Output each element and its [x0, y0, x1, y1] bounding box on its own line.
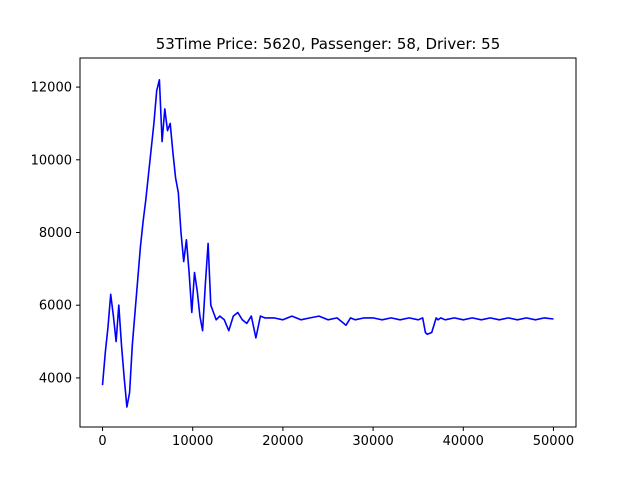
- y-tick-label: 10000: [31, 153, 72, 168]
- x-tick-label: 50000: [533, 434, 574, 449]
- x-tick-label: 20000: [262, 434, 303, 449]
- series-line-0: [101, 79, 554, 408]
- x-axis: 0 10000 20000 30000 40000 50000: [98, 427, 574, 449]
- y-axis: 4000 6000 8000 10000 12000: [31, 81, 80, 386]
- x-tick-label: 10000: [172, 434, 213, 449]
- chart-title: 53Time Price: 5620, Passenger: 58, Drive…: [156, 35, 501, 53]
- y-tick-label: 8000: [39, 226, 72, 241]
- axes-frame: [79, 57, 577, 428]
- x-tick-label: 0: [98, 434, 106, 449]
- y-tick-label: 6000: [39, 299, 72, 314]
- y-tick-label: 4000: [39, 371, 72, 386]
- y-tick-label: 12000: [31, 81, 72, 96]
- plot-area: [101, 79, 554, 408]
- x-tick-label: 40000: [443, 434, 484, 449]
- x-tick-label: 30000: [352, 434, 393, 449]
